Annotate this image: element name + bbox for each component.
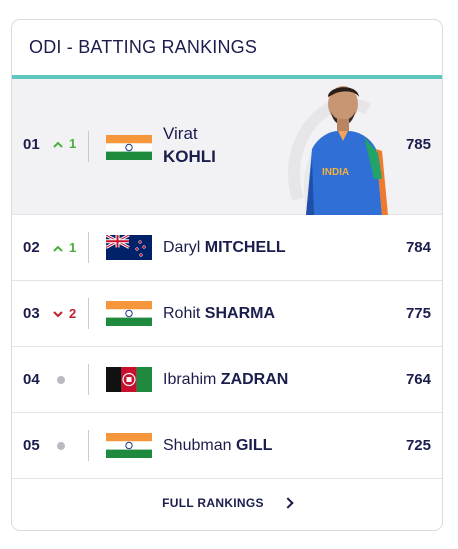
player-first-name: Daryl (163, 238, 205, 256)
rating: 785 (405, 136, 431, 153)
india-flag-icon (106, 135, 152, 160)
player-name: Ibrahim ZADRAN (163, 371, 288, 389)
rank-change: 2 (69, 306, 77, 321)
player-name: Shubman GILL (163, 437, 272, 455)
chevron-up-icon (53, 240, 63, 255)
player-name: Rohit SHARMA (163, 305, 275, 323)
divider (88, 364, 89, 395)
full-rankings-label: FULL RANKINGS (162, 495, 264, 510)
rating: 775 (405, 305, 431, 322)
rating: 784 (405, 239, 431, 256)
card-title: ODI - BATTING RANKINGS (29, 37, 258, 57)
ranking-row-5[interactable]: 05 Shubman GILL 725 (12, 413, 442, 479)
player-first-name: Virat (163, 124, 198, 143)
chevron-up-icon (53, 136, 63, 151)
player-last-name: ZADRAN (220, 370, 289, 388)
divider (88, 131, 89, 162)
india-flag-icon (106, 301, 152, 326)
full-rankings-link[interactable]: FULL RANKINGS (12, 479, 442, 526)
player-photo: INDIA (287, 86, 388, 215)
player-last-name: SHARMA (204, 304, 276, 322)
player-last-name: KOHLI (163, 147, 216, 166)
rank-movement (53, 441, 87, 450)
rank-movement: 1 (53, 240, 87, 255)
rank-movement: 1 (53, 136, 87, 151)
ranking-row-4[interactable]: 04 Ibrahim ZADRAN 764 (12, 347, 442, 413)
rating: 725 (405, 437, 431, 454)
player-name: Virat KOHLI (163, 122, 216, 168)
player-last-name: GILL (235, 436, 273, 454)
ranking-row-1[interactable]: 01 1 Virat KOHLI (12, 79, 442, 215)
rank-change: 1 (69, 240, 77, 255)
rank-number: 03 (23, 305, 40, 322)
rank-movement (53, 375, 87, 384)
svg-text:INDIA: INDIA (322, 167, 349, 178)
card-header: ODI - BATTING RANKINGS (12, 20, 442, 79)
player-first-name: Rohit (163, 304, 205, 322)
chevron-right-icon (282, 496, 294, 509)
player-name: Daryl MITCHELL (163, 239, 286, 257)
rank-number: 04 (23, 371, 40, 388)
player-first-name: Ibrahim (163, 370, 221, 388)
player-last-name: MITCHELL (204, 238, 286, 256)
rating: 764 (405, 371, 431, 388)
rank-number: 05 (23, 437, 40, 454)
india-flag-icon (106, 433, 152, 458)
no-change-dot-icon (57, 375, 65, 384)
afghanistan-flag-icon (106, 367, 152, 392)
rank-number: 02 (23, 239, 40, 256)
no-change-dot-icon (57, 441, 65, 450)
ranking-row-2[interactable]: 02 1 Daryl MITCHELL 784 (12, 215, 442, 281)
rank-movement: 2 (53, 306, 87, 321)
divider (88, 430, 89, 461)
new-zealand-flag-icon (106, 235, 152, 260)
divider (88, 298, 89, 329)
rank-change: 1 (69, 136, 77, 151)
divider (88, 232, 89, 263)
ranking-row-3[interactable]: 03 2 Rohit SHARMA 775 (12, 281, 442, 347)
player-first-name: Shubman (163, 436, 236, 454)
chevron-down-icon (53, 306, 63, 321)
rankings-card: ODI - BATTING RANKINGS 01 1 Virat KOHLI (11, 19, 443, 531)
rank-number: 01 (23, 136, 40, 153)
